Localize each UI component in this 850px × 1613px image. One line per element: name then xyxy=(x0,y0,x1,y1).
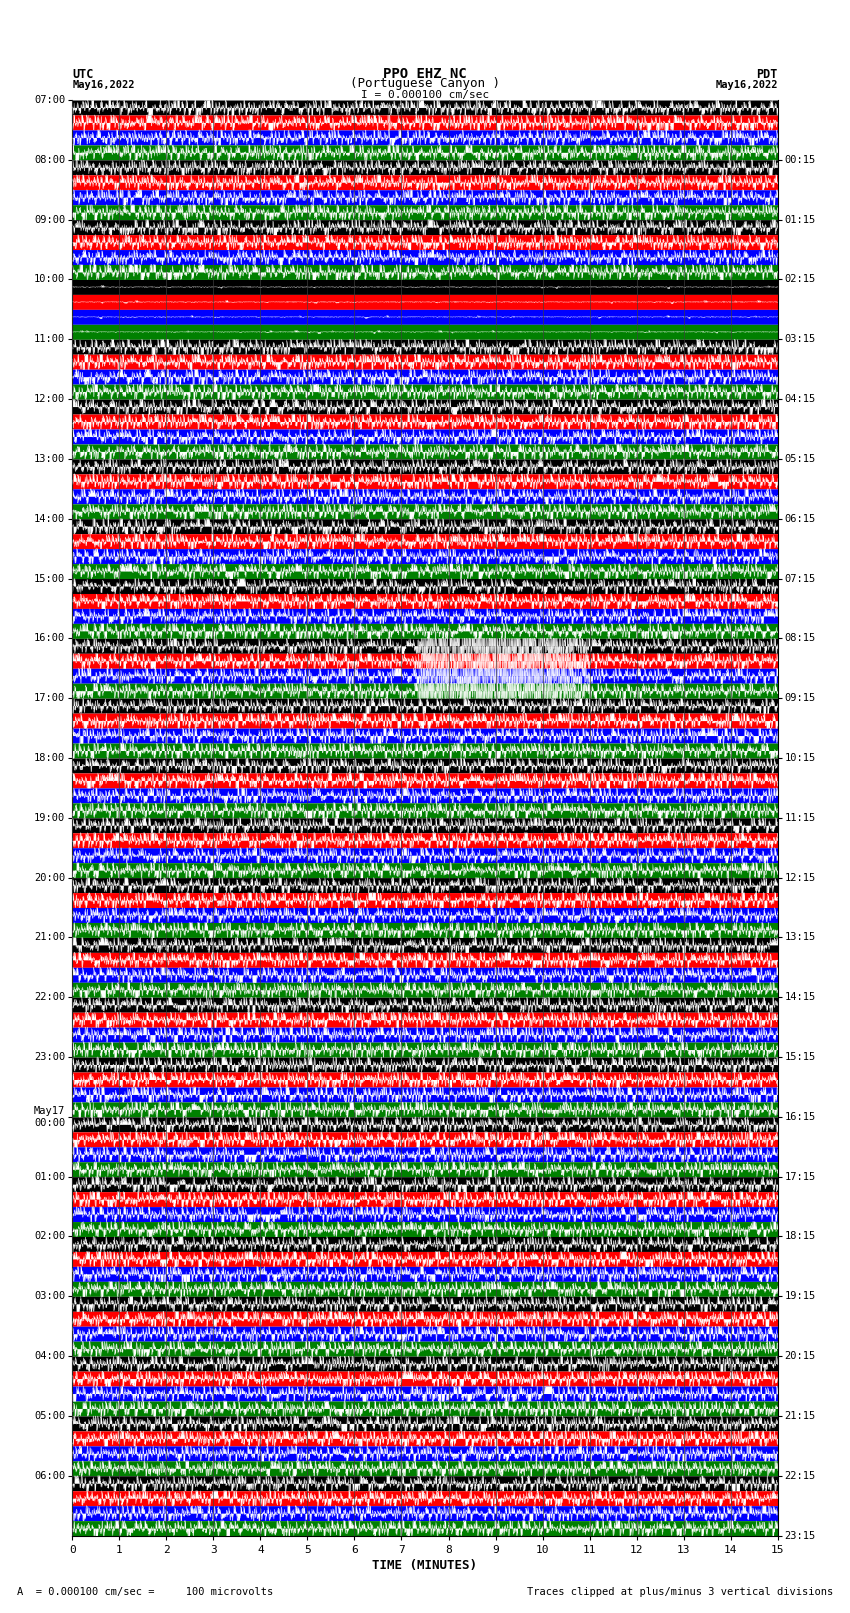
Text: May16,2022: May16,2022 xyxy=(72,81,135,90)
Text: I = 0.000100 cm/sec: I = 0.000100 cm/sec xyxy=(361,90,489,100)
Text: May16,2022: May16,2022 xyxy=(715,81,778,90)
Text: PPO EHZ NC: PPO EHZ NC xyxy=(383,66,467,81)
X-axis label: TIME (MINUTES): TIME (MINUTES) xyxy=(372,1558,478,1571)
Text: Traces clipped at plus/minus 3 vertical divisions: Traces clipped at plus/minus 3 vertical … xyxy=(527,1587,833,1597)
Text: UTC: UTC xyxy=(72,68,94,81)
Text: (Portuguese Canyon ): (Portuguese Canyon ) xyxy=(350,77,500,90)
Text: A  = 0.000100 cm/sec =     100 microvolts: A = 0.000100 cm/sec = 100 microvolts xyxy=(17,1587,273,1597)
Text: PDT: PDT xyxy=(756,68,778,81)
